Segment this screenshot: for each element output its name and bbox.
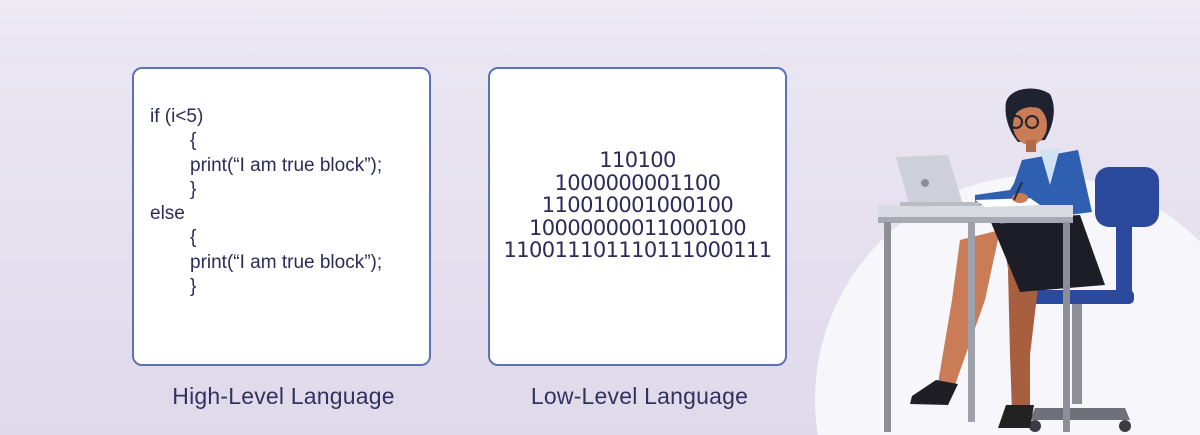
code-line: else [150, 203, 185, 225]
skirt [990, 215, 1105, 292]
binary-line: 110010001000100 [541, 193, 734, 217]
background-band [0, 0, 1200, 68]
code-line: { [190, 227, 197, 249]
high-level-code-panel: if (i<5){print(“I am true block”);} else{… [132, 67, 431, 366]
high-level-code-block: if (i<5){print(“I am true block”);} else{… [150, 105, 382, 299]
desk-icon [878, 205, 1073, 432]
woman-head [1005, 88, 1054, 152]
code-line: print(“I am true block”); [190, 251, 383, 273]
binary-line: 110100 [599, 148, 676, 172]
binary-line: 110011101110111000111 [503, 238, 773, 262]
binary-line: 1000000001100 [554, 170, 722, 195]
chair-icon [1022, 167, 1159, 432]
low-level-caption: Low-Level Language [530, 383, 749, 409]
low-level-binary-block: 110100 1000000001100 110010001000100 100000… [490, 149, 785, 262]
binary-line: 10000000011000100 [529, 215, 747, 240]
code-line: print(“I am true block”); [190, 154, 383, 176]
laptop-icon [896, 155, 980, 207]
low-level-binary-panel: 110100 1000000001100 110010001000100 100000… [488, 67, 787, 366]
code-line: { [190, 130, 197, 152]
code-line: if (i<5) [150, 106, 204, 127]
code-line: } [190, 276, 197, 298]
high-level-caption: High-Level Language [172, 383, 395, 409]
background-circle [815, 175, 1200, 435]
code-line: } [190, 178, 197, 200]
